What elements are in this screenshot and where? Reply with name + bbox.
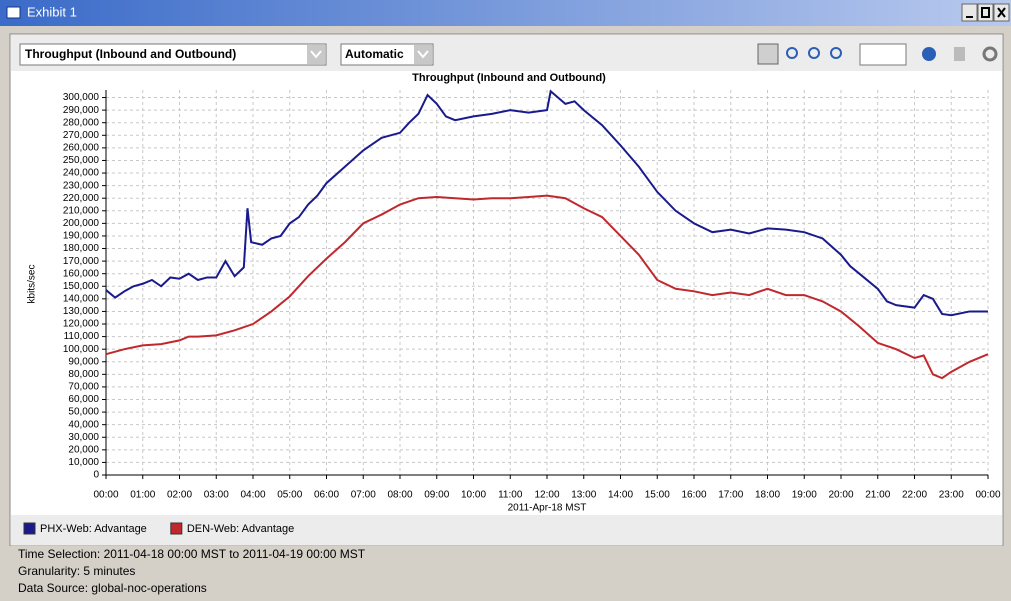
button-glyphs bbox=[966, 7, 1006, 18]
metric-dropdown[interactable] bbox=[19, 43, 327, 66]
x-tick-label: 01:00 bbox=[130, 490, 155, 501]
legend-label: DEN-Web: Advantage bbox=[187, 523, 294, 535]
y-tick-label: 90,000 bbox=[68, 356, 99, 367]
chart-panel bbox=[9, 33, 1004, 547]
x-tick-label: 10:00 bbox=[461, 490, 486, 501]
y-tick-label: 10,000 bbox=[68, 457, 99, 468]
x-tick-label: 00:00 bbox=[93, 490, 118, 501]
dropdown-arrows bbox=[310, 50, 429, 59]
x-tick-label: 22:00 bbox=[902, 490, 927, 501]
y-tick-label: 290,000 bbox=[63, 105, 100, 116]
y-tick-label: 160,000 bbox=[63, 268, 100, 279]
minimize-button[interactable] bbox=[961, 3, 978, 22]
x-tick-label: 07:00 bbox=[351, 490, 376, 501]
zoom-out-tool[interactable] bbox=[830, 47, 842, 59]
x-tick-label: 16:00 bbox=[681, 490, 706, 501]
dropdown-arrow bbox=[414, 45, 432, 64]
footer-time-selection: Time Selection: 2011-04-18 00:00 MST to … bbox=[18, 547, 366, 561]
x-tick-label: 23:00 bbox=[939, 490, 964, 501]
x-tick-label: 21:00 bbox=[865, 490, 890, 501]
y-tick-label: 140,000 bbox=[63, 293, 100, 304]
footer-data-source: Data Source: global-noc-operations bbox=[18, 581, 207, 595]
y-tick-label: 170,000 bbox=[63, 256, 100, 267]
x-tick-label: 03:00 bbox=[204, 490, 229, 501]
chart-title: Throughput (Inbound and Outbound) bbox=[412, 72, 606, 84]
y-tick-label: 250,000 bbox=[63, 155, 100, 166]
y-tick-label: 200,000 bbox=[63, 218, 100, 229]
series-line bbox=[105, 89, 988, 317]
y-tick-label: 70,000 bbox=[68, 382, 99, 393]
x-tick-label: 11:00 bbox=[498, 490, 523, 501]
y-tick-label: 300,000 bbox=[63, 92, 100, 103]
x-tick-label: 04:00 bbox=[240, 490, 265, 501]
x-tick-label: 05:00 bbox=[277, 490, 302, 501]
window-buttons[interactable] bbox=[961, 3, 1010, 22]
legend-swatch bbox=[170, 522, 183, 535]
y-tick-label: 180,000 bbox=[63, 243, 100, 254]
y-tick-label: 150,000 bbox=[63, 281, 100, 292]
legend-band bbox=[11, 515, 1002, 545]
y-tick-label: 220,000 bbox=[63, 193, 100, 204]
y-tick-label: 100,000 bbox=[63, 344, 100, 355]
y-axis-label: kbits/sec bbox=[27, 265, 38, 304]
y-tick-label: 20,000 bbox=[68, 444, 99, 455]
series-line bbox=[105, 194, 989, 380]
info-button[interactable] bbox=[922, 47, 936, 61]
x-tick-label: 09:00 bbox=[424, 490, 449, 501]
settings-button[interactable] bbox=[982, 46, 998, 62]
x-tick-label: 02:00 bbox=[167, 490, 192, 501]
y-tick-label: 130,000 bbox=[63, 306, 100, 317]
x-tick-label: 18:00 bbox=[755, 490, 780, 501]
y-tick-label: 60,000 bbox=[68, 394, 99, 405]
x-tick-label: 19:00 bbox=[792, 490, 817, 501]
y-tick-label: 190,000 bbox=[63, 231, 100, 242]
x-tick-label: 14:00 bbox=[608, 490, 633, 501]
x-tick-label: 08:00 bbox=[387, 490, 412, 501]
window-title: Exhibit 1 bbox=[27, 4, 77, 19]
y-tick-label: 210,000 bbox=[63, 205, 100, 216]
delete-button[interactable] bbox=[954, 47, 965, 61]
legend-label: PHX-Web: Advantage bbox=[40, 523, 147, 535]
y-tick-label: 260,000 bbox=[63, 143, 100, 154]
y-tick-label: 240,000 bbox=[63, 168, 100, 179]
y-tick-label: 50,000 bbox=[68, 407, 99, 418]
maximize-button[interactable] bbox=[977, 3, 994, 22]
x-tick-label: 06:00 bbox=[314, 490, 339, 501]
scale-dropdown-text: Automatic bbox=[345, 47, 404, 61]
x-tick-label: 17:00 bbox=[718, 490, 743, 501]
y-tick-label: 110,000 bbox=[64, 331, 100, 342]
style-dropdown[interactable] bbox=[859, 43, 907, 66]
window-icon bbox=[6, 6, 21, 19]
x-tick-label: 15:00 bbox=[645, 490, 670, 501]
footer bbox=[0, 546, 1011, 596]
y-tick-label: 280,000 bbox=[63, 117, 100, 128]
y-tick-label: 270,000 bbox=[63, 130, 100, 141]
x-axis-label: 2011-Apr-18 MST bbox=[508, 503, 587, 514]
metric-dropdown-text: Throughput (Inbound and Outbound) bbox=[25, 47, 236, 61]
x-tick-label: 13:00 bbox=[571, 490, 596, 501]
y-tick-label: 30,000 bbox=[68, 432, 99, 443]
pointer-tool[interactable] bbox=[757, 43, 779, 65]
y-tick-label: 230,000 bbox=[63, 180, 100, 191]
dropdown-arrow bbox=[307, 45, 325, 64]
y-tick-label: 0 bbox=[93, 470, 99, 481]
x-tick-label: 12:00 bbox=[534, 490, 559, 501]
scale-dropdown[interactable] bbox=[340, 43, 434, 66]
zoom-tool[interactable] bbox=[786, 47, 798, 59]
footer-granularity: Granularity: 5 minutes bbox=[18, 564, 135, 578]
legend-swatch bbox=[23, 522, 36, 535]
title-bar bbox=[0, 0, 1011, 26]
y-tick-label: 40,000 bbox=[68, 419, 99, 430]
y-tick-label: 80,000 bbox=[68, 369, 99, 380]
y-tick-label: 120,000 bbox=[63, 319, 100, 330]
x-tick-label: 20:00 bbox=[828, 490, 853, 501]
x-tick-label: 00:00 bbox=[975, 490, 1000, 501]
zoom-in-tool[interactable] bbox=[808, 47, 820, 59]
